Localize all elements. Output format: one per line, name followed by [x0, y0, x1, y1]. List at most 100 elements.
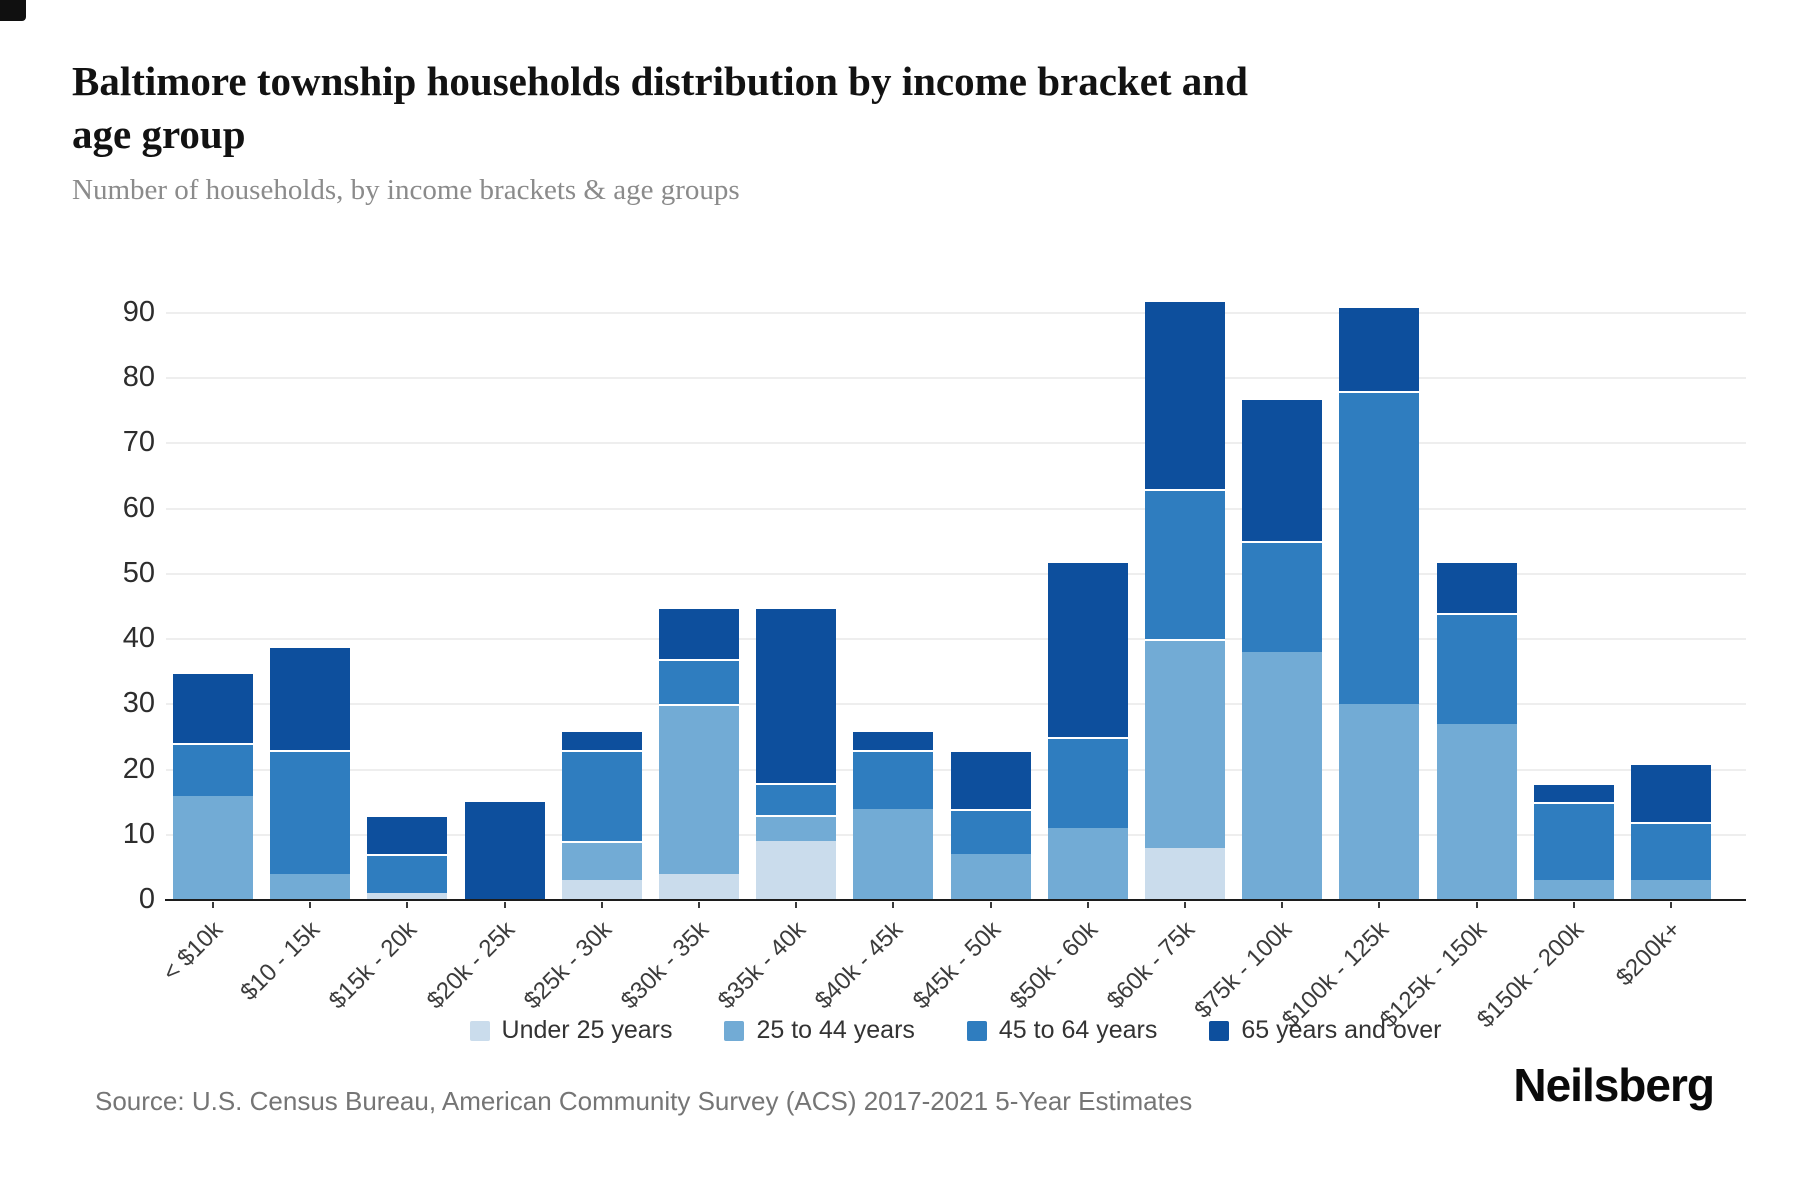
bar-segment [1631, 880, 1711, 900]
legend-item: 25 to 44 years [724, 1016, 915, 1045]
bar-segment [1145, 489, 1225, 640]
bar-segment [1145, 639, 1225, 848]
gridline [166, 312, 1746, 315]
gridline [166, 377, 1746, 380]
x-axis-line [165, 899, 1746, 901]
x-axis-tick [795, 902, 798, 908]
x-axis-tick [892, 902, 895, 908]
y-tick-label: 20 [122, 752, 155, 785]
gridline [166, 703, 1746, 706]
bar-segment [659, 704, 739, 874]
legend-swatch [966, 1020, 987, 1041]
x-axis-tick [1184, 902, 1186, 908]
bar-segment [756, 606, 837, 783]
bar-segment [1047, 828, 1128, 900]
legend-item: 65 years and over [1209, 1016, 1441, 1045]
bar-segment [659, 873, 739, 900]
y-tick-label: 90 [122, 296, 155, 329]
source-text: Source: U.S. Census Bureau, American Com… [95, 1086, 1193, 1116]
bar-segment [561, 749, 642, 842]
legend-label: Under 25 years [501, 1016, 673, 1044]
y-tick-label: 60 [122, 491, 155, 524]
x-axis-tick [1572, 902, 1575, 908]
legend-label: 25 to 44 years [756, 1016, 915, 1044]
bar-segment [950, 854, 1031, 900]
x-axis-tick [600, 902, 603, 908]
bar-segment [561, 730, 642, 750]
bar-segment [1533, 782, 1614, 803]
bar-segment [1631, 763, 1711, 822]
bar-segment [756, 815, 837, 842]
chart-subtitle: Number of households, by income brackets… [72, 174, 740, 206]
bar-segment [1339, 391, 1420, 705]
bar-segment [173, 795, 253, 900]
y-tick-label: 80 [122, 361, 155, 394]
legend-swatch [469, 1020, 490, 1041]
bar-segment [173, 671, 253, 744]
bar-segment [1436, 723, 1517, 900]
bar-segment [853, 730, 934, 750]
corner-artifact [0, 0, 26, 21]
x-axis-tick [698, 902, 700, 908]
x-axis-tick [1378, 902, 1381, 908]
y-tick-label: 50 [122, 556, 155, 589]
x-axis-tick [309, 902, 312, 908]
y-tick-label: 0 [138, 883, 155, 915]
legend-label: 45 to 64 years [998, 1016, 1158, 1044]
bar-segment [1242, 541, 1323, 653]
bar-segment [367, 815, 448, 855]
bar-segment [1047, 736, 1128, 829]
bar-segment [1339, 306, 1420, 392]
x-axis-tick [212, 902, 214, 908]
bar-segment [1047, 560, 1128, 737]
y-tick-label: 10 [122, 817, 155, 850]
gridline [166, 442, 1746, 445]
bar-segment [1242, 652, 1323, 900]
x-axis-tick [1475, 902, 1478, 908]
y-tick-label: 30 [122, 687, 155, 720]
bar-segment [1533, 880, 1614, 900]
bar-segment [561, 880, 642, 900]
y-tick-label: 70 [122, 426, 155, 459]
bar-segment [853, 749, 934, 809]
bar-segment [367, 854, 448, 894]
legend-swatch [1209, 1020, 1230, 1041]
bar-segment [756, 841, 837, 900]
x-axis-tick [1670, 902, 1672, 908]
brand-logo: Neilsberg [1513, 1059, 1715, 1111]
legend-item: Under 25 years [469, 1016, 673, 1045]
gridline [166, 507, 1746, 510]
bar-segment [853, 808, 934, 900]
bar-segment [464, 802, 545, 900]
x-axis-tick [1086, 902, 1089, 908]
bar-segment [1533, 802, 1614, 881]
x-axis-tick [503, 902, 506, 908]
bar-segment [950, 808, 1031, 855]
y-tick-label: 40 [122, 622, 155, 655]
bar-segment [1339, 704, 1420, 900]
bar-segment [270, 645, 351, 750]
page-title: Baltimore township households distributi… [72, 58, 1248, 104]
bar-segment [756, 782, 837, 816]
bar-segment [270, 873, 351, 900]
x-axis-tick [1281, 902, 1284, 908]
bar-segment [561, 841, 642, 881]
bar-segment [1242, 397, 1323, 542]
legend-item: 45 to 64 years [966, 1016, 1158, 1045]
bar-segment [1436, 560, 1517, 614]
gridline [166, 638, 1746, 641]
bar-segment [270, 749, 351, 874]
chart-legend: Under 25 years 25 to 44 years 45 to 64 yea… [165, 1016, 1746, 1045]
legend-swatch [724, 1020, 745, 1041]
bar-segment [173, 743, 253, 796]
gridline [166, 572, 1746, 575]
bar-segment [1145, 847, 1225, 900]
bar-segment [367, 893, 448, 900]
bar-segment [1631, 821, 1711, 881]
page-title-line2: age group [72, 111, 246, 157]
legend-label: 65 years and over [1241, 1016, 1442, 1044]
x-axis-tick [989, 902, 992, 908]
bar-segment [1145, 299, 1225, 490]
bar-segment [659, 658, 739, 705]
